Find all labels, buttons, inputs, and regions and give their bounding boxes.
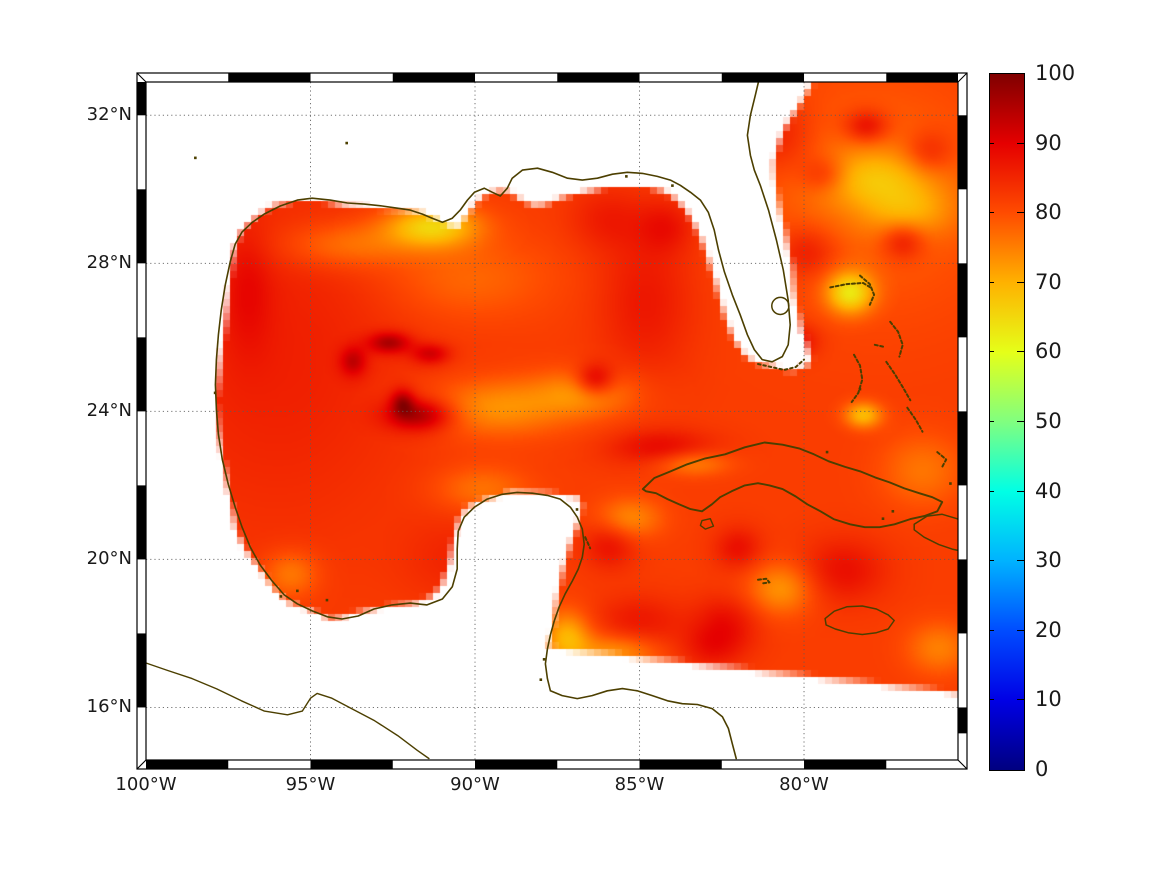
frame-seg — [137, 633, 146, 708]
lon-tick-label: 95°W — [285, 774, 336, 795]
frame-seg — [137, 485, 146, 560]
frame-corner-miter — [136, 759, 147, 770]
colorbar-tick-label: 100 — [1035, 61, 1076, 85]
colorbar-tick — [989, 560, 994, 562]
colorbar-tick — [989, 142, 994, 144]
frame-band-bottom — [146, 760, 958, 769]
heatmap-canvas — [146, 82, 958, 760]
frame-corner-miter — [957, 759, 968, 770]
frame-seg — [639, 760, 722, 769]
colorbar-tick — [1017, 629, 1024, 631]
frame-seg — [958, 707, 967, 734]
colorbar-tick — [989, 351, 994, 353]
frame-seg — [804, 760, 887, 769]
colorbar-tick-label: 60 — [1035, 339, 1062, 364]
colorbar-tick-label: 90 — [1035, 130, 1062, 155]
lat-tick-label: 24°N — [86, 400, 132, 422]
frame-seg — [475, 760, 558, 769]
lat-tick-label: 28°N — [86, 252, 132, 274]
frame-seg — [137, 189, 146, 264]
lon-tick-label: 85°W — [614, 774, 665, 795]
colorbar-tick-label: 20 — [1035, 617, 1062, 642]
colorbar-tick-label: 50 — [1035, 409, 1062, 433]
colorbar-tick-label: 10 — [1035, 687, 1062, 712]
colorbar-tick — [989, 421, 994, 422]
colorbar-tick — [1017, 490, 1024, 492]
colorbar-tick — [989, 490, 994, 492]
frame-seg — [721, 73, 805, 82]
frame-band-right — [958, 82, 967, 760]
frame-seg — [958, 115, 967, 190]
colorbar-tick-label: 40 — [1035, 478, 1062, 503]
lat-tick-label: 20°N — [86, 548, 132, 570]
frame-seg — [958, 559, 967, 634]
frame-seg — [137, 337, 146, 412]
lon-tick-label: 100°W — [115, 774, 177, 795]
colorbar-tick-label: 80 — [1035, 200, 1062, 225]
colorbar-tick-label: 70 — [1035, 269, 1062, 294]
colorbar-tick — [989, 281, 994, 283]
frame-seg — [886, 73, 958, 82]
colorbar-tick — [989, 212, 994, 214]
colorbar-tick — [989, 629, 994, 631]
frame-seg — [392, 73, 476, 82]
frame-seg — [958, 411, 967, 486]
colorbar-tick — [1017, 212, 1024, 214]
colorbar-tick — [989, 699, 994, 701]
colorbar-tick-label: 0 — [1035, 757, 1049, 781]
frame-seg — [310, 760, 393, 769]
colorbar-tick — [1017, 351, 1024, 353]
colorbar-tick — [1017, 281, 1024, 283]
frame-seg — [557, 73, 640, 82]
lon-tick-label: 90°W — [450, 774, 500, 795]
colorbar — [989, 73, 1025, 771]
frame-band-left — [137, 82, 146, 760]
colorbar-tick — [1017, 421, 1024, 422]
colorbar-tick — [1017, 560, 1024, 562]
frame-band-top — [146, 73, 958, 82]
frame-seg — [958, 263, 967, 338]
colorbar-tick — [1017, 142, 1024, 144]
lat-tick-label: 16°N — [86, 696, 132, 718]
lon-tick-label: 80°W — [779, 774, 829, 795]
frame-seg — [146, 760, 229, 769]
colorbar-tick-label: 30 — [1035, 548, 1062, 573]
frame-seg — [137, 82, 146, 116]
frame-corner-miter — [957, 72, 968, 83]
lat-tick-label: 32°N — [86, 104, 132, 126]
frame-corner-miter — [136, 72, 147, 83]
frame-seg — [228, 73, 311, 82]
colorbar-tick — [1017, 699, 1024, 701]
